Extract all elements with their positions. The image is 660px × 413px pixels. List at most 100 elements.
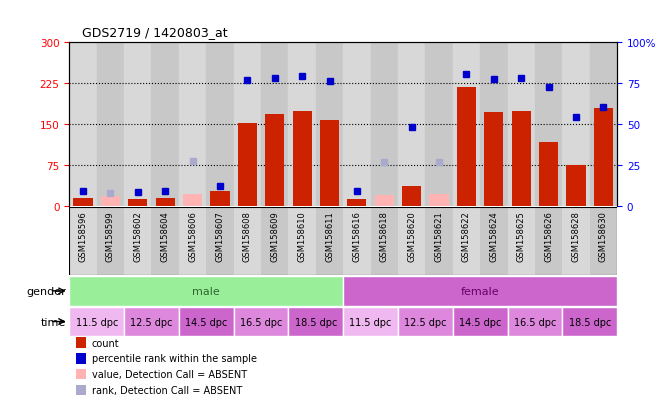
Text: 11.5 dpc: 11.5 dpc xyxy=(349,317,392,327)
Text: GSM158622: GSM158622 xyxy=(462,211,471,261)
Text: GSM158628: GSM158628 xyxy=(572,211,581,261)
Text: 11.5 dpc: 11.5 dpc xyxy=(75,317,118,327)
Bar xyxy=(480,207,508,275)
Text: 14.5 dpc: 14.5 dpc xyxy=(185,317,228,327)
Bar xyxy=(343,307,398,337)
Bar xyxy=(69,207,96,275)
Bar xyxy=(535,207,562,275)
Bar xyxy=(453,43,480,206)
Bar xyxy=(402,186,421,206)
Text: GSM158624: GSM158624 xyxy=(489,211,498,261)
Text: GSM158608: GSM158608 xyxy=(243,211,252,261)
Bar xyxy=(398,307,453,337)
Bar xyxy=(179,307,234,337)
Bar xyxy=(535,43,562,206)
Text: GSM158611: GSM158611 xyxy=(325,211,334,261)
Bar xyxy=(261,207,288,275)
Text: GSM158625: GSM158625 xyxy=(517,211,526,261)
Text: GSM158596: GSM158596 xyxy=(79,211,88,261)
Bar xyxy=(320,121,339,206)
Bar xyxy=(69,276,343,306)
Text: GSM158630: GSM158630 xyxy=(599,211,608,261)
Bar xyxy=(261,43,288,206)
Bar xyxy=(288,43,316,206)
Text: rank, Detection Call = ABSENT: rank, Detection Call = ABSENT xyxy=(92,385,242,395)
Bar xyxy=(292,112,312,206)
Bar xyxy=(539,142,558,206)
Bar xyxy=(234,207,261,275)
Text: male: male xyxy=(192,286,220,296)
Bar xyxy=(179,207,207,275)
Bar xyxy=(101,197,120,206)
Bar xyxy=(480,43,508,206)
Text: GSM158606: GSM158606 xyxy=(188,211,197,261)
Bar xyxy=(398,207,426,275)
Bar xyxy=(97,43,124,206)
Bar xyxy=(371,207,398,275)
Bar xyxy=(97,207,124,275)
Bar xyxy=(590,207,617,275)
Bar xyxy=(152,43,179,206)
Text: 18.5 dpc: 18.5 dpc xyxy=(568,317,611,327)
Bar xyxy=(562,307,617,337)
Text: 12.5 dpc: 12.5 dpc xyxy=(130,317,173,327)
Bar xyxy=(426,207,453,275)
Text: GSM158620: GSM158620 xyxy=(407,211,416,261)
Bar xyxy=(234,43,261,206)
Bar xyxy=(343,207,371,275)
Bar xyxy=(512,112,531,206)
Bar xyxy=(508,207,535,275)
Bar xyxy=(124,43,152,206)
Bar xyxy=(69,43,96,206)
Text: gender: gender xyxy=(26,286,66,296)
Text: GSM158626: GSM158626 xyxy=(544,211,553,261)
Bar xyxy=(375,196,394,206)
Bar xyxy=(234,307,288,337)
Text: time: time xyxy=(41,317,66,327)
Text: percentile rank within the sample: percentile rank within the sample xyxy=(92,354,257,363)
Text: 16.5 dpc: 16.5 dpc xyxy=(240,317,282,327)
Text: GSM158610: GSM158610 xyxy=(298,211,307,261)
Bar xyxy=(179,43,207,206)
Bar xyxy=(347,199,366,206)
Bar xyxy=(594,109,613,206)
Bar xyxy=(371,43,398,206)
Bar xyxy=(124,207,152,275)
Bar xyxy=(288,307,343,337)
Bar xyxy=(156,198,175,206)
Bar xyxy=(207,207,234,275)
Bar xyxy=(398,43,426,206)
Text: GSM158604: GSM158604 xyxy=(160,211,170,261)
Text: GSM158618: GSM158618 xyxy=(379,211,389,261)
Text: GSM158621: GSM158621 xyxy=(434,211,444,261)
Bar xyxy=(238,123,257,206)
Bar xyxy=(343,43,371,206)
Text: value, Detection Call = ABSENT: value, Detection Call = ABSENT xyxy=(92,369,247,379)
Text: GSM158609: GSM158609 xyxy=(270,211,279,261)
Text: 14.5 dpc: 14.5 dpc xyxy=(459,317,502,327)
Text: count: count xyxy=(92,338,119,348)
Bar xyxy=(566,166,585,206)
Bar xyxy=(73,198,92,206)
Bar xyxy=(124,307,179,337)
Bar xyxy=(562,207,590,275)
Bar xyxy=(211,191,230,206)
Bar xyxy=(590,43,617,206)
Text: GSM158616: GSM158616 xyxy=(352,211,362,261)
Bar xyxy=(457,88,476,206)
Text: GDS2719 / 1420803_at: GDS2719 / 1420803_at xyxy=(82,26,228,39)
Text: female: female xyxy=(461,286,500,296)
Text: 16.5 dpc: 16.5 dpc xyxy=(513,317,556,327)
Bar xyxy=(265,115,284,206)
Text: GSM158607: GSM158607 xyxy=(215,211,224,261)
Bar xyxy=(562,43,590,206)
Bar xyxy=(343,276,617,306)
Bar xyxy=(316,207,343,275)
Bar xyxy=(69,307,124,337)
Text: 18.5 dpc: 18.5 dpc xyxy=(294,317,337,327)
Bar xyxy=(453,307,508,337)
Bar xyxy=(453,207,480,275)
Bar xyxy=(207,43,234,206)
Bar xyxy=(288,207,316,275)
Bar xyxy=(430,195,449,206)
